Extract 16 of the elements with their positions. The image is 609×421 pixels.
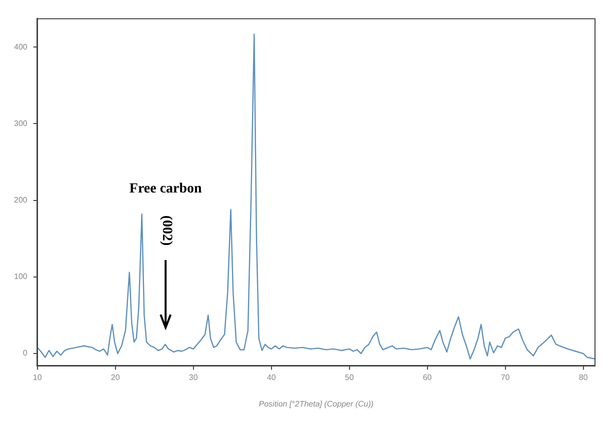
x-tick-label: 80 (578, 372, 588, 382)
x-tick-label: 60 (422, 372, 432, 382)
x-tick-label: 70 (500, 372, 510, 382)
y-tick-label: 400 (14, 42, 28, 52)
y-tick-label: 100 (14, 272, 28, 282)
y-tick-label: 300 (14, 118, 28, 128)
x-tick-label: 10 (32, 372, 42, 382)
x-tick-label: 20 (110, 372, 120, 382)
x-tick-label: 30 (188, 372, 198, 382)
x-tick-label: 40 (266, 372, 276, 382)
y-tick-label: 0 (22, 348, 28, 358)
annotation: Free carbon (129, 181, 202, 196)
y-tick-label: 200 (14, 196, 28, 205)
x-tick-label: 50 (344, 372, 354, 382)
x-axis-title: Position [°2Theta] (Copper (Cu)) (258, 399, 374, 408)
annotation: (002) (159, 215, 174, 246)
